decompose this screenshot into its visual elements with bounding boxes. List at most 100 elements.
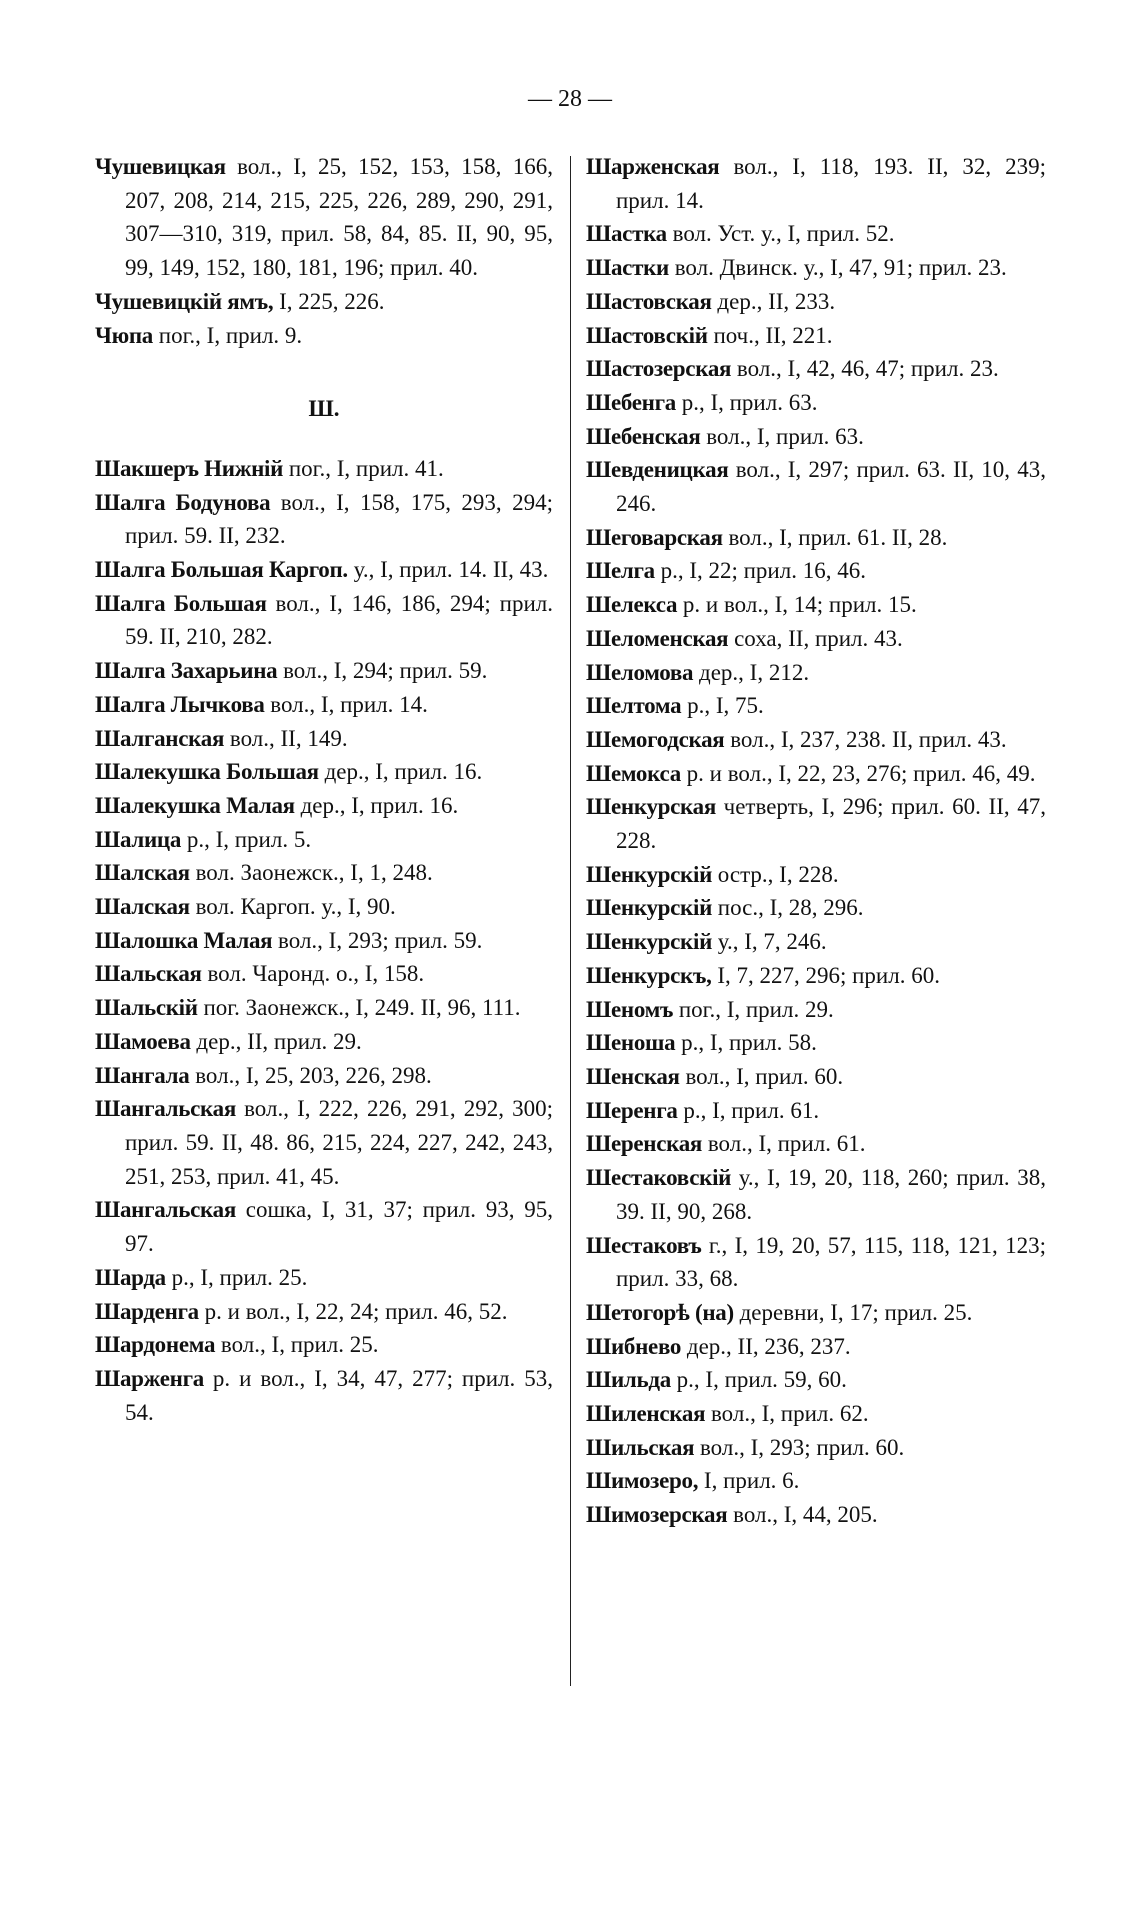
entry-text: р., I, прил. 25. xyxy=(171,1264,308,1290)
entry-text: вол., I, 25, 203, 226, 298. xyxy=(195,1062,432,1088)
entry-text: у., I, 7, 246. xyxy=(717,929,827,955)
entry-head: Шастовскій xyxy=(586,322,708,348)
entry-head: Чушевицкая xyxy=(95,154,226,179)
entry-text: вол., I, прил. 61. II, 28. xyxy=(728,524,948,550)
index-entry: Шелтома р., I, 75. xyxy=(586,689,1046,723)
entry-text: р., I, прил. 5. xyxy=(186,826,312,852)
index-entry: Шестаковъ г., I, 19, 20, 57, 115, 118, 1… xyxy=(586,1229,1046,1296)
entry-text: дер., II, прил. 29. xyxy=(196,1028,362,1054)
index-entry: Шарденга р. и вол., I, 22, 24; прил. 46,… xyxy=(95,1295,553,1329)
entry-text: пог., I, прил. 29. xyxy=(678,996,834,1022)
entry-text: вол., I, 293; прил. 60. xyxy=(699,1434,905,1460)
entry-text: вол., I, 44, 205. xyxy=(733,1502,878,1528)
entry-text: пог. Заонежск., I, 249. II, 96, 111. xyxy=(203,995,521,1021)
index-entry: Шангальская вол., I, 222, 226, 291, 292,… xyxy=(95,1092,553,1193)
entry-head: Шимозеро, xyxy=(586,1468,699,1494)
entry-text: пог., I, прил. 41. xyxy=(288,455,444,481)
index-entry: Шемокса р. и вол., I, 22, 23, 276; прил.… xyxy=(586,757,1046,791)
entry-head: Шарженга xyxy=(95,1365,204,1391)
entry-text: дер., II, 236, 237. xyxy=(686,1333,851,1359)
entry-text: вол., I, 293; прил. 59. xyxy=(278,927,483,953)
index-entry: Шеломенская соха, II, прил. 43. xyxy=(586,622,1046,656)
entry-head: Шалга Большая Каргоп. xyxy=(95,557,348,583)
entry-head: Шалская xyxy=(95,894,190,920)
entry-head: Шалская xyxy=(95,860,190,886)
entry-text: вол., I, прил. 63. xyxy=(706,423,864,449)
entry-head: Шардонема xyxy=(95,1332,216,1358)
index-entry: Шалекушка Малая дер., I, прил. 16. xyxy=(95,789,553,823)
entry-text: г., I, 19, 20, 57, 115, 118, 121, 123; п… xyxy=(616,1232,1047,1292)
index-entry: Шастозерская вол., I, 42, 46, 47; прил. … xyxy=(586,352,1046,386)
entry-head: Шенкурскій xyxy=(586,895,713,921)
entry-text: вол., I, 294; прил. 59. xyxy=(283,658,488,684)
entry-text: р., I, прил. 58. xyxy=(681,1030,817,1056)
entry-text: I, прил. 6. xyxy=(703,1468,800,1494)
entry-text: вол., I, прил. 61. xyxy=(707,1131,866,1157)
section-heading: Ш. xyxy=(308,396,340,422)
entry-text: дер., I, прил. 16. xyxy=(324,759,483,785)
index-entry: Шарженга р. и вол., I, 34, 47, 277; прил… xyxy=(95,1362,553,1429)
index-entry: Чушевицкій ямъ, I, 225, 226. xyxy=(95,285,553,319)
entry-head: Шангальская xyxy=(95,1096,236,1122)
index-entry: Шарженская вол., I, 118, 193. II, 32, 23… xyxy=(586,150,1046,217)
index-entry: Шалская вол. Заонежск., I, 1, 248. xyxy=(95,856,553,890)
entry-text: вол. Двинск. у., I, 47, 91; прил. 23. xyxy=(674,255,1007,281)
entry-text: р., I, 22; прил. 16, 46. xyxy=(660,558,866,584)
entry-head: Шеломова xyxy=(586,659,694,685)
entry-head: Шильда xyxy=(586,1367,671,1393)
entry-text: вол., I, 297; прил. 63. II, 10, 43, 246. xyxy=(616,457,1047,517)
index-entry: Шакшеръ Нижній пог., I, прил. 41. xyxy=(95,452,553,486)
entry-text: поч., II, 221. xyxy=(713,322,833,348)
entry-text: вол., I, 25, 152, 153, 158, 166, 207, 20… xyxy=(125,154,553,281)
entry-head: Шеномъ xyxy=(586,996,674,1022)
entry-text: вол., I, прил. 60. xyxy=(685,1063,844,1089)
entry-text: у., I, 19, 20, 118, 260; прил. 38, 39. I… xyxy=(616,1165,1046,1224)
entry-text: р., I, 75. xyxy=(687,693,764,719)
index-entry: Шильская вол., I, 293; прил. 60. xyxy=(586,1431,1046,1465)
entry-text: вол., I, прил. 14. xyxy=(270,691,428,717)
index-entry: Шардонема вол., I, прил. 25. xyxy=(95,1328,553,1362)
entry-head: Шальская xyxy=(95,961,202,987)
index-entry: Шеренская вол., I, прил. 61. xyxy=(586,1127,1046,1161)
entry-head: Шенкурская xyxy=(586,794,716,820)
index-entry: Шалекушка Большая дер., I, прил. 16. xyxy=(95,755,553,789)
entry-text: р., I, прил. 63. xyxy=(681,389,818,415)
index-entry: Шальскій пог. Заонежск., I, 249. II, 96,… xyxy=(95,991,553,1025)
entry-head: Шеренская xyxy=(586,1131,703,1157)
index-entry: Шелга р., I, 22; прил. 16, 46. xyxy=(586,554,1046,588)
index-entry: Шенкурская четверть, I, 296; прил. 60. I… xyxy=(586,790,1046,857)
index-entry: Шалга Бодунова вол., I, 158, 175, 293, 2… xyxy=(95,486,553,553)
entry-text: р. и вол., I, 14; прил. 15. xyxy=(682,592,917,618)
index-entry: Шангальская сошка, I, 31, 37; прил. 93, … xyxy=(95,1193,553,1260)
column: Чушевицкая вол., I, 25, 152, 153, 158, 1… xyxy=(95,150,553,1429)
entry-head: Шалошка Малая xyxy=(95,927,273,953)
index-entry: Шангала вол., I, 25, 203, 226, 298. xyxy=(95,1059,553,1093)
entry-text: четверть, I, 296; прил. 60. II, 47, 228. xyxy=(616,794,1047,854)
index-entry: Шалошка Малая вол., I, 293; прил. 59. xyxy=(95,924,553,958)
index-entry: Шенская вол., I, прил. 60. xyxy=(586,1060,1046,1094)
entry-head: Шестаковскій xyxy=(586,1165,732,1191)
index-entry: Шалга Лычкова вол., I, прил. 14. xyxy=(95,688,553,722)
entry-head: Шальскій xyxy=(95,995,198,1021)
entry-head: Шалга Захарьина xyxy=(95,658,278,684)
index-entry: Шибнево дер., II, 236, 237. xyxy=(586,1330,1046,1364)
entry-head: Шелекса xyxy=(586,592,678,618)
entry-text: р., I, прил. 61. xyxy=(683,1097,820,1123)
entry-head: Шенкурскій xyxy=(586,929,713,955)
index-entry: Шенкурскій остр., I, 228. xyxy=(586,858,1046,892)
entry-text: дер., I, 212. xyxy=(699,659,810,685)
entry-text: вол., I, 118, 193. II, 32, 239; прил. 14… xyxy=(616,154,1046,213)
index-entry: Шимозеро, I, прил. 6. xyxy=(586,1464,1046,1498)
entry-head: Шастовская xyxy=(586,288,712,314)
entry-text: остр., I, 228. xyxy=(717,861,839,887)
entry-text: вол., I, прил. 25. xyxy=(220,1332,379,1358)
entry-text: пос., I, 28, 296. xyxy=(717,895,864,921)
entry-head: Шалекушка Малая xyxy=(95,792,295,818)
entry-text: вол., I, 237, 238. II, прил. 43. xyxy=(730,726,1007,752)
index-entry: Шевденицкая вол., I, 297; прил. 63. II, … xyxy=(586,453,1046,520)
entry-head: Чушевицкій ямъ, xyxy=(95,288,274,314)
entry-head: Шеноша xyxy=(586,1030,676,1056)
index-entry: Шемогодская вол., I, 237, 238. II, прил.… xyxy=(586,723,1046,757)
entry-text: I, 225, 226. xyxy=(279,288,385,314)
